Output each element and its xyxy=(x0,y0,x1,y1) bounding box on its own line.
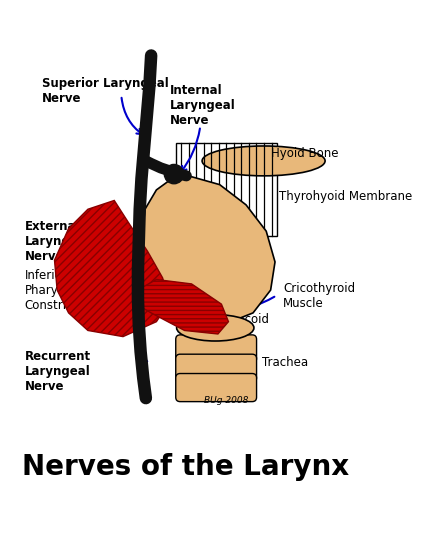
Text: BUg 2008: BUg 2008 xyxy=(204,396,248,405)
Text: Hyoid Bone: Hyoid Bone xyxy=(271,146,338,160)
Text: Thyroid
Cartilage: Thyroid Cartilage xyxy=(191,237,245,266)
Text: Thyrohyoid Membrane: Thyrohyoid Membrane xyxy=(280,190,413,204)
Text: Cricothyroid
Muscle: Cricothyroid Muscle xyxy=(283,282,355,310)
Text: Nerves of the Larynx: Nerves of the Larynx xyxy=(22,453,349,481)
Text: Trachea: Trachea xyxy=(262,357,308,369)
Polygon shape xyxy=(143,174,275,328)
Ellipse shape xyxy=(202,146,325,176)
Polygon shape xyxy=(176,144,277,236)
Text: Superior Laryngeal
Nerve: Superior Laryngeal Nerve xyxy=(42,77,169,105)
FancyBboxPatch shape xyxy=(176,354,257,383)
Circle shape xyxy=(164,164,184,184)
Text: Cricoid: Cricoid xyxy=(228,314,269,326)
FancyBboxPatch shape xyxy=(176,374,257,402)
FancyBboxPatch shape xyxy=(176,335,257,363)
Text: External
Laryngeal
Nerve: External Laryngeal Nerve xyxy=(25,220,91,263)
Ellipse shape xyxy=(177,315,254,341)
Polygon shape xyxy=(55,200,170,337)
Text: Recurrent
Laryngeal
Nerve: Recurrent Laryngeal Nerve xyxy=(25,350,91,393)
Text: Internal
Laryngeal
Nerve: Internal Laryngeal Nerve xyxy=(170,84,235,128)
Text: Inferior
Pharyngeal
Constrictor: Inferior Pharyngeal Constrictor xyxy=(25,269,91,312)
Polygon shape xyxy=(136,279,228,334)
